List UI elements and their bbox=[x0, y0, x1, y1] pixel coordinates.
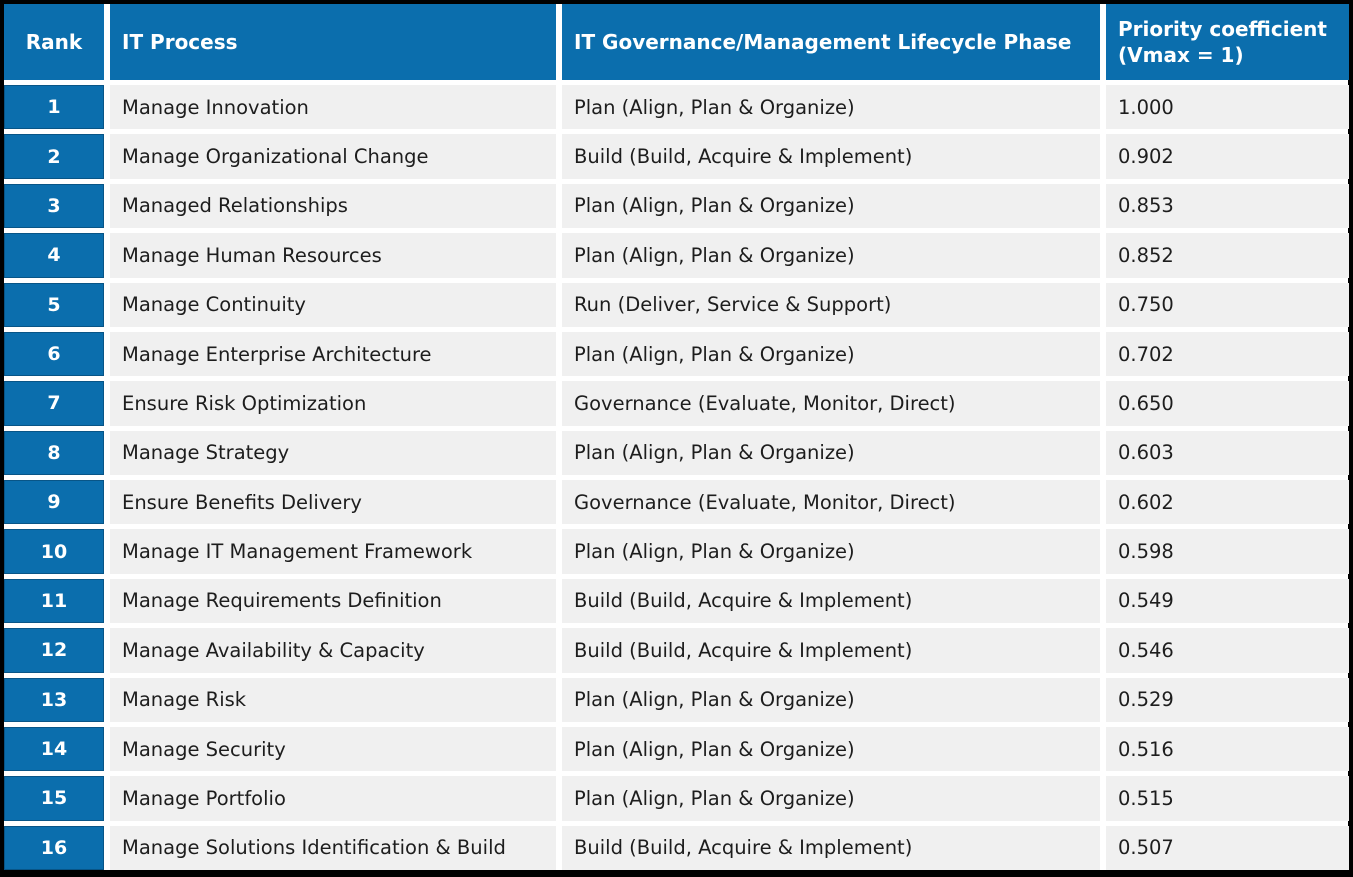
priority-cell: 0.853 bbox=[1106, 183, 1349, 229]
phase-cell: Plan (Align, Plan & Organize) bbox=[562, 85, 1100, 130]
rank-cell: 2 bbox=[4, 134, 104, 179]
phase-cell: Build (Build, Acquire & Implement) bbox=[562, 628, 1100, 673]
column-header-process: IT Process bbox=[110, 4, 556, 80]
process-cell: Manage Organizational Change bbox=[110, 134, 556, 179]
priority-cell: 0.603 bbox=[1106, 430, 1349, 475]
process-cell: Manage Availability & Capacity bbox=[110, 628, 556, 673]
phase-cell: Governance (Evaluate, Monitor, Direct) bbox=[562, 381, 1100, 426]
priority-cell: 0.650 bbox=[1106, 381, 1349, 426]
process-cell: Manage Portfolio bbox=[110, 776, 556, 821]
rank-cell: 15 bbox=[4, 776, 104, 821]
rank-cell: 16 bbox=[4, 825, 104, 870]
process-cell: Manage Continuity bbox=[110, 282, 556, 327]
phase-cell: Plan (Align, Plan & Organize) bbox=[562, 726, 1100, 772]
phase-cell: Build (Build, Acquire & Implement) bbox=[562, 578, 1100, 624]
priority-cell: 0.516 bbox=[1106, 726, 1349, 772]
phase-cell: Plan (Align, Plan & Organize) bbox=[562, 331, 1100, 377]
rank-cell: 8 bbox=[4, 430, 104, 475]
process-cell: Ensure Benefits Delivery bbox=[110, 480, 556, 525]
priority-cell: 1.000 bbox=[1106, 85, 1349, 130]
phase-cell: Build (Build, Acquire & Implement) bbox=[562, 134, 1100, 179]
process-cell: Manage IT Management Framework bbox=[110, 529, 556, 574]
priority-cell: 0.902 bbox=[1106, 134, 1349, 179]
rank-cell: 6 bbox=[4, 331, 104, 377]
column-header-rank: Rank bbox=[4, 4, 104, 80]
process-cell: Manage Solutions Identification & Build bbox=[110, 825, 556, 870]
rank-cell: 1 bbox=[4, 85, 104, 130]
priority-cell: 0.750 bbox=[1106, 282, 1349, 327]
process-cell: Manage Human Resources bbox=[110, 233, 556, 278]
phase-cell: Governance (Evaluate, Monitor, Direct) bbox=[562, 480, 1100, 525]
priority-cell: 0.598 bbox=[1106, 529, 1349, 574]
rank-cell: 10 bbox=[4, 529, 104, 574]
priority-cell: 0.529 bbox=[1106, 677, 1349, 722]
rank-cell: 7 bbox=[4, 381, 104, 426]
rank-cell: 4 bbox=[4, 233, 104, 278]
priority-cell: 0.702 bbox=[1106, 331, 1349, 377]
process-cell: Manage Enterprise Architecture bbox=[110, 331, 556, 377]
priority-cell: 0.507 bbox=[1106, 825, 1349, 870]
column-header-priority: Priority coefficient (Vmax = 1) bbox=[1106, 4, 1349, 80]
process-cell: Ensure Risk Optimization bbox=[110, 381, 556, 426]
phase-cell: Plan (Align, Plan & Organize) bbox=[562, 430, 1100, 475]
phase-cell: Plan (Align, Plan & Organize) bbox=[562, 183, 1100, 229]
priority-table: Rank IT Process IT Governance/Management… bbox=[4, 4, 1349, 870]
rank-cell: 3 bbox=[4, 183, 104, 229]
phase-cell: Run (Deliver, Service & Support) bbox=[562, 282, 1100, 327]
rank-cell: 14 bbox=[4, 726, 104, 772]
rank-cell: 11 bbox=[4, 578, 104, 624]
phase-cell: Plan (Align, Plan & Organize) bbox=[562, 529, 1100, 574]
priority-cell: 0.549 bbox=[1106, 578, 1349, 624]
priority-cell: 0.602 bbox=[1106, 480, 1349, 525]
rank-cell: 12 bbox=[4, 628, 104, 673]
process-cell: Manage Strategy bbox=[110, 430, 556, 475]
process-cell: Manage Risk bbox=[110, 677, 556, 722]
priority-cell: 0.852 bbox=[1106, 233, 1349, 278]
process-cell: Managed Relationships bbox=[110, 183, 556, 229]
phase-cell: Build (Build, Acquire & Implement) bbox=[562, 825, 1100, 870]
priority-cell: 0.515 bbox=[1106, 776, 1349, 821]
phase-cell: Plan (Align, Plan & Organize) bbox=[562, 677, 1100, 722]
rank-cell: 13 bbox=[4, 677, 104, 722]
phase-cell: Plan (Align, Plan & Organize) bbox=[562, 776, 1100, 821]
process-cell: Manage Innovation bbox=[110, 85, 556, 130]
phase-cell: Plan (Align, Plan & Organize) bbox=[562, 233, 1100, 278]
process-cell: Manage Requirements Definition bbox=[110, 578, 556, 624]
column-header-phase: IT Governance/Management Lifecycle Phase bbox=[562, 4, 1100, 80]
process-cell: Manage Security bbox=[110, 726, 556, 772]
priority-cell: 0.546 bbox=[1106, 628, 1349, 673]
rank-cell: 5 bbox=[4, 282, 104, 327]
rank-cell: 9 bbox=[4, 480, 104, 525]
